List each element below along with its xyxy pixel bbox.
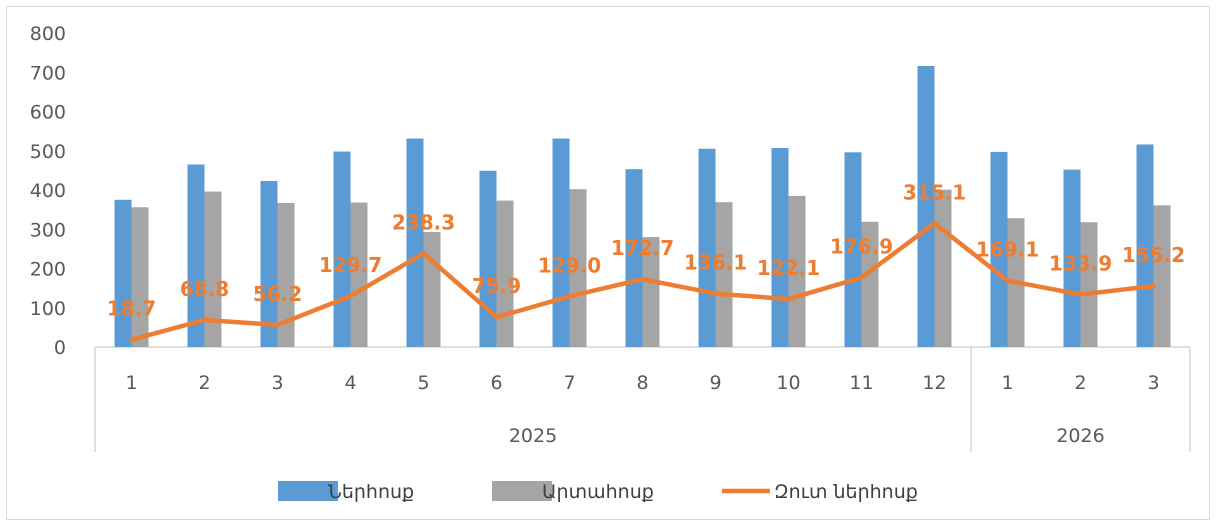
legend-swatch — [278, 481, 338, 501]
bar — [844, 152, 862, 347]
y-tick-label: 400 — [30, 180, 66, 202]
data-label: 133.9 — [1049, 251, 1112, 275]
bar — [934, 189, 952, 347]
x-tick-label: 8 — [636, 372, 648, 394]
data-label: 56.2 — [253, 282, 302, 306]
x-tick-label: 3 — [271, 372, 283, 394]
bar — [277, 202, 295, 347]
bar — [788, 195, 806, 347]
y-tick-label: 600 — [30, 102, 66, 124]
legend-swatch — [492, 481, 552, 501]
data-label: 172.7 — [611, 236, 674, 260]
data-label: 136.1 — [684, 251, 747, 275]
x-tick-label: 7 — [563, 372, 575, 394]
x-tick-label: 1 — [125, 372, 137, 394]
bar — [1063, 169, 1081, 347]
bar — [333, 151, 351, 347]
x-tick-label: 2 — [198, 372, 210, 394]
data-label: 169.1 — [976, 238, 1039, 262]
data-label: 238.3 — [392, 210, 455, 234]
net-inflow-line-path — [129, 221, 1156, 342]
x-tick-label: 10 — [776, 372, 800, 394]
y-tick-label: 300 — [30, 219, 66, 241]
legend-label: Արտահոսք — [542, 481, 654, 503]
bar — [552, 138, 570, 347]
legend-label: Զուտ ներհոսք — [774, 481, 918, 503]
bar — [479, 170, 497, 347]
data-label: 129.0 — [538, 253, 601, 277]
y-tick-label: 200 — [30, 259, 66, 281]
net-inflow-line — [129, 221, 1156, 342]
bar — [642, 237, 660, 347]
bar — [569, 189, 587, 347]
y-tick-label: 700 — [30, 62, 66, 84]
x-tick-label: 3 — [1147, 372, 1159, 394]
x-tick-label: 9 — [709, 372, 721, 394]
data-labels: 18.7 68.8 56.2 129.7 238.3 75.9 129.0 172.7 136.… — [107, 180, 1185, 320]
y-tick-label: 500 — [30, 141, 66, 163]
bar — [1080, 222, 1098, 347]
legend: Ներհոսք Արտահոսք Զուտ ներհոսք — [278, 481, 918, 503]
bar — [260, 180, 278, 347]
data-label: 315.1 — [903, 180, 966, 204]
bar — [114, 199, 132, 347]
x-tick-label: 4 — [344, 372, 356, 394]
bar — [698, 148, 716, 347]
bar — [204, 191, 222, 347]
data-label: 122.1 — [757, 256, 820, 280]
x-tick-label: 11 — [849, 372, 873, 394]
y-tick-label: 0 — [54, 337, 66, 359]
bar — [350, 202, 368, 347]
bar — [187, 164, 205, 347]
bar — [1136, 144, 1154, 347]
bar — [990, 151, 1008, 347]
legend-label: Ներհոսք — [328, 481, 414, 503]
group-label: 2026 — [1056, 425, 1104, 447]
bar — [861, 221, 879, 347]
bar — [423, 231, 441, 347]
data-label: 18.7 — [107, 297, 156, 321]
data-label: 129.7 — [319, 253, 382, 277]
bar — [496, 200, 514, 347]
data-label: 155.2 — [1122, 243, 1185, 267]
y-tick-label: 100 — [30, 298, 66, 320]
bar — [625, 169, 643, 347]
x-tick-label: 12 — [922, 372, 946, 394]
bar — [131, 207, 149, 347]
x-tick-label: 1 — [1001, 372, 1013, 394]
bar — [406, 138, 424, 347]
x-tick-label: 2 — [1074, 372, 1086, 394]
y-tick-label: 800 — [30, 23, 66, 45]
data-label: 176.9 — [830, 235, 893, 259]
data-label: 75.9 — [472, 274, 521, 298]
data-label: 68.8 — [180, 277, 229, 301]
bar — [1153, 205, 1171, 347]
bar — [771, 148, 789, 347]
bar — [715, 202, 733, 347]
bar — [917, 65, 935, 347]
x-tick-label: 5 — [417, 372, 429, 394]
x-tick-label: 6 — [490, 372, 502, 394]
group-label: 2025 — [509, 425, 557, 447]
